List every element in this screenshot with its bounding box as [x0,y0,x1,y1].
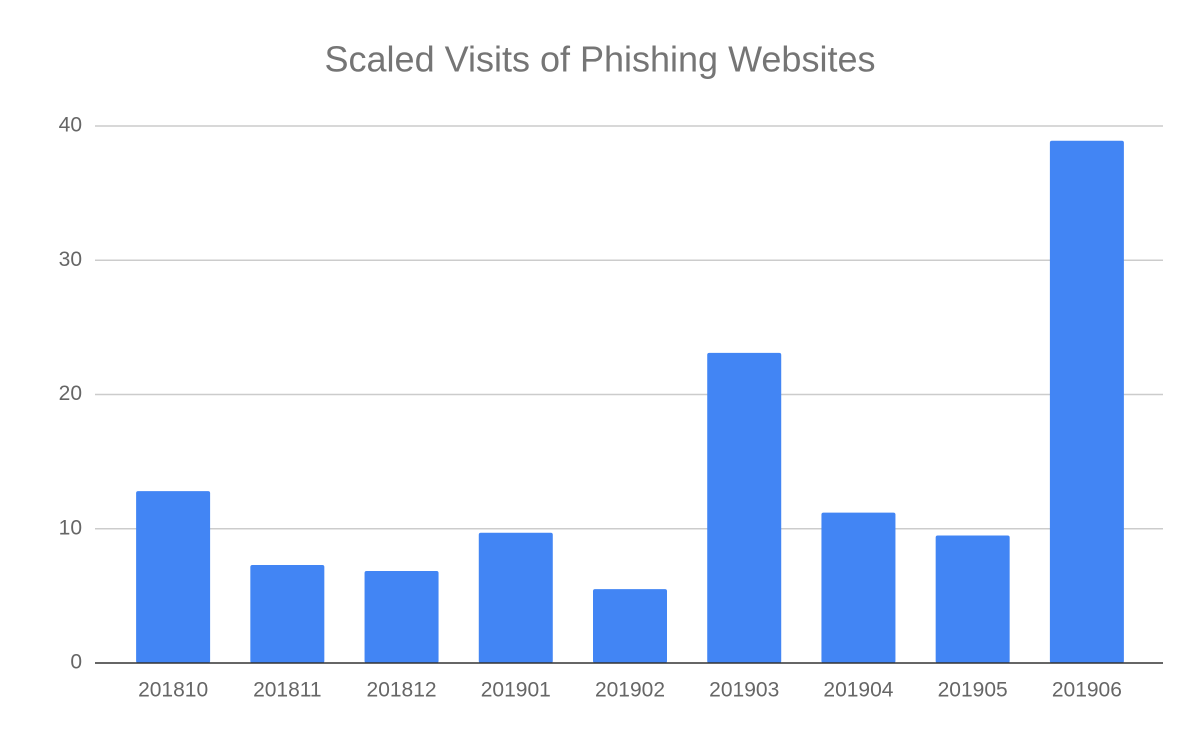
bar [478,532,553,663]
bar [707,352,782,663]
y-tick-label: 30 [59,248,82,271]
x-tick-label: 201903 [709,679,779,702]
bar [1049,140,1124,663]
x-tick-label: 201905 [938,679,1008,702]
bar [593,589,667,663]
x-tick-label: 201901 [481,679,551,702]
bar [935,535,1010,663]
x-tick-label: 201810 [138,679,208,702]
bar [364,571,439,663]
bar [821,512,896,663]
y-tick-label: 40 [59,114,82,137]
x-tick-label: 201906 [1052,679,1122,702]
x-tick-label: 201904 [823,679,893,702]
x-tick-label: 201811 [253,679,322,702]
y-tick-label: 20 [59,382,82,405]
y-tick-label: 0 [70,651,82,674]
chart-title: Scaled Visits of Phishing Websites [325,39,876,80]
bar [136,491,211,663]
x-tick-label: 201812 [367,679,437,702]
bar [250,564,325,663]
y-tick-label: 10 [59,516,82,539]
x-tick-label: 201902 [595,679,665,702]
